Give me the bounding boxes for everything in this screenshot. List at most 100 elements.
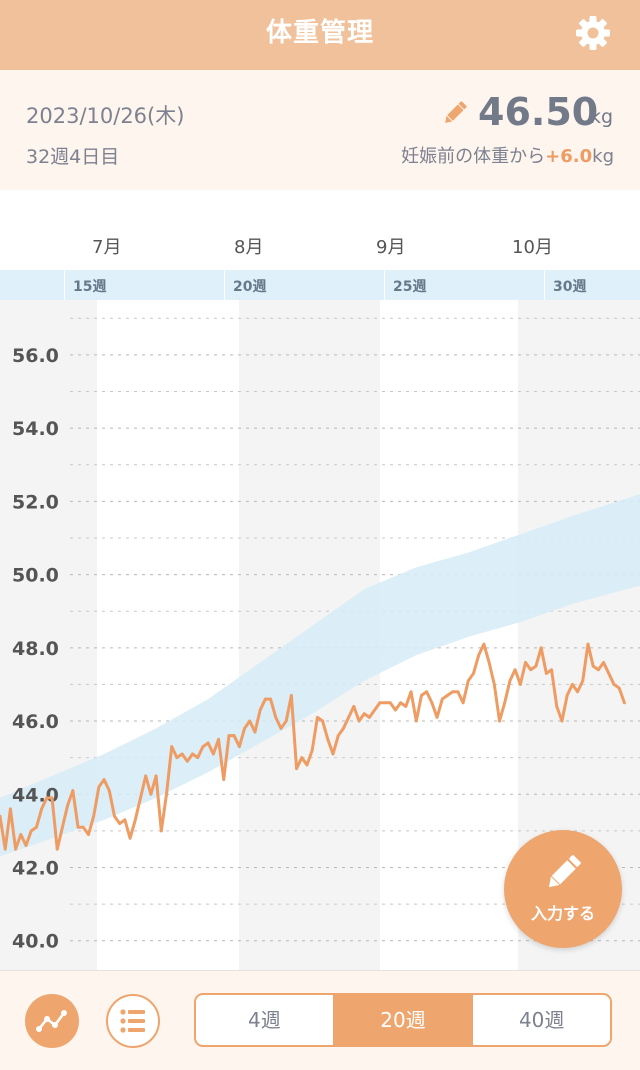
weight-point xyxy=(269,697,272,701)
weight-point xyxy=(539,646,543,650)
month-label: 9月 xyxy=(376,237,406,258)
weight-point xyxy=(222,778,226,782)
weight-point xyxy=(300,756,304,760)
weight-point xyxy=(513,668,517,672)
graph-view-button[interactable] xyxy=(25,994,79,1048)
weight-point xyxy=(321,719,325,723)
weight-point xyxy=(435,715,439,719)
weight-point xyxy=(29,829,33,833)
weight-point xyxy=(185,759,189,763)
weight-point xyxy=(498,719,501,723)
weight-point xyxy=(550,668,553,672)
weight-point xyxy=(128,836,132,840)
weight-point xyxy=(404,704,408,708)
weight-point xyxy=(576,690,579,694)
y-tick-label: 42.0 xyxy=(12,857,59,879)
weight-point xyxy=(362,712,366,716)
range-20-weeks[interactable]: 20週 xyxy=(332,995,472,1045)
weight-point xyxy=(305,763,309,767)
month-stripe xyxy=(97,300,239,970)
line-chart-icon xyxy=(36,1010,67,1032)
week-divider xyxy=(384,270,385,300)
weight-point xyxy=(201,745,205,749)
range-40-weeks[interactable]: 40週 xyxy=(471,995,610,1045)
input-weight-button[interactable]: 入力する xyxy=(504,830,622,948)
weight-point xyxy=(534,664,538,668)
weight-point xyxy=(482,642,486,646)
weight-point xyxy=(289,694,293,697)
weight-point xyxy=(45,796,49,800)
y-tick-label: 56.0 xyxy=(12,345,59,367)
weight-point xyxy=(180,752,184,756)
weight-point xyxy=(378,701,382,705)
weight-point xyxy=(310,748,314,752)
weight-point xyxy=(35,825,38,829)
weight-point xyxy=(206,741,210,745)
weight-point xyxy=(165,792,168,796)
weight-point xyxy=(87,833,90,836)
weight-point xyxy=(529,668,533,672)
summary-panel: 2023/10/26(木) 32週4日目 46.50 kg 妊娠前の体重から+6… xyxy=(0,70,640,190)
weight-point xyxy=(118,822,122,825)
weight-point xyxy=(258,708,262,712)
weight-point xyxy=(50,796,54,800)
y-tick-label: 46.0 xyxy=(12,711,59,733)
weight-point xyxy=(237,745,241,749)
weight-point xyxy=(544,672,548,675)
weight-point xyxy=(0,814,2,818)
weight-point xyxy=(570,683,574,686)
weight-point xyxy=(612,683,616,686)
weight-point xyxy=(555,704,559,708)
weight-point xyxy=(503,701,507,705)
week-divider xyxy=(224,270,225,300)
weight-point xyxy=(394,708,397,712)
weight-point xyxy=(446,694,449,697)
weight-point xyxy=(596,668,600,672)
month-label: 7月 xyxy=(92,237,122,258)
weight-point xyxy=(248,719,252,723)
weight-point xyxy=(487,661,491,664)
week-label: 30週 xyxy=(553,279,587,295)
list-view-button[interactable] xyxy=(106,994,160,1048)
y-tick-label: 50.0 xyxy=(12,565,59,587)
page-title: 体重管理 xyxy=(265,18,374,48)
y-tick-label: 40.0 xyxy=(12,931,59,953)
weight-point xyxy=(456,690,460,694)
weight-point xyxy=(92,814,96,818)
weight-point xyxy=(409,690,413,694)
range-selector: 4週 20週 40週 xyxy=(194,993,612,1047)
week-label: 20週 xyxy=(233,279,267,295)
weight-point xyxy=(425,690,429,694)
weight-point xyxy=(3,847,7,851)
weight-point xyxy=(295,767,298,771)
weight-point xyxy=(14,847,18,851)
month-axis: 7月 8月 9月 10月 xyxy=(0,225,640,265)
bottom-bar: 4週 20週 40週 xyxy=(0,970,640,1070)
weight-delta: 妊娠前の体重から+6.0kg xyxy=(401,142,614,168)
weight-point xyxy=(368,715,371,719)
weight-point xyxy=(373,708,377,712)
week-label: 15週 xyxy=(73,279,107,295)
weight-point xyxy=(71,789,75,793)
range-4-weeks[interactable]: 4週 xyxy=(247,1008,281,1032)
weight-point xyxy=(175,756,179,760)
pencil-icon[interactable] xyxy=(440,98,470,128)
current-date: 2023/10/26(木) xyxy=(26,104,185,128)
week-divider xyxy=(544,270,545,300)
weight-point xyxy=(284,719,288,723)
weight-point xyxy=(253,730,257,734)
weight-point xyxy=(524,661,527,664)
weight-point xyxy=(477,653,481,657)
weight-point xyxy=(617,686,621,690)
weight-point xyxy=(211,752,215,756)
weight-point xyxy=(326,737,330,741)
input-button-label: 入力する xyxy=(530,904,595,923)
month-label: 10月 xyxy=(512,237,553,258)
weight-point xyxy=(159,829,163,833)
header-bar: 体重管理 xyxy=(0,0,640,70)
gear-icon[interactable] xyxy=(574,14,612,52)
weight-point xyxy=(472,672,475,675)
current-weight: 46.50 xyxy=(478,90,599,134)
weight-point xyxy=(149,792,153,796)
